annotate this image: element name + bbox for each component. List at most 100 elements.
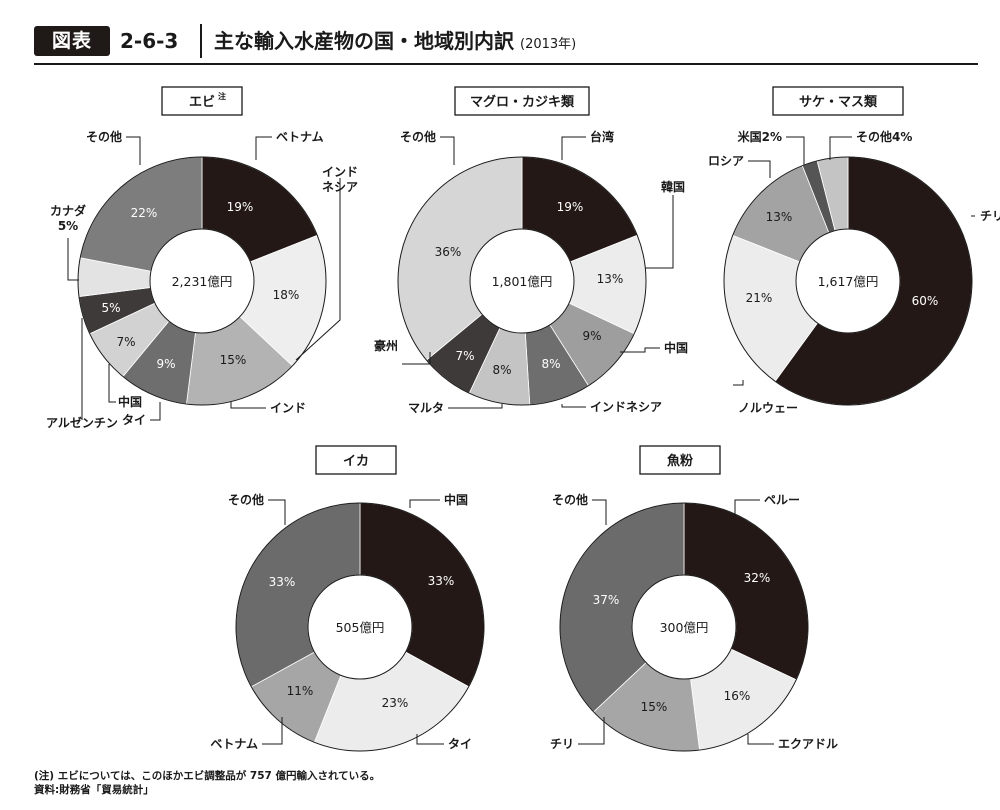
figure-year: (2013年) (520, 37, 577, 52)
value-label: 19% (557, 200, 584, 214)
chart-title-box (454, 86, 590, 116)
chart-title-box (772, 86, 904, 116)
category-label-line: タイ (448, 737, 472, 751)
category-label-line: カナダ (50, 203, 86, 218)
category-label: カナダ 5% (50, 203, 86, 233)
leader-line (295, 178, 341, 361)
category-label: タイ (448, 737, 472, 751)
leader-line (440, 136, 455, 165)
category-label-line: その他 (86, 129, 122, 144)
header-rule (34, 63, 978, 65)
category-label: インドネシア (322, 165, 358, 194)
category-label: ノルウェー (738, 401, 798, 415)
category-label: マルタ (408, 401, 444, 415)
category-label-line: 中国 (664, 340, 688, 355)
leader-line (620, 347, 660, 353)
center-total: 300億円 (660, 620, 709, 635)
center-total: 505億円 (336, 620, 385, 635)
leader-line (67, 238, 79, 281)
chart-title: サケ・マス類 (799, 95, 878, 110)
leader-line (734, 499, 760, 516)
category-label-line: ベトナム (210, 737, 258, 751)
leader-line (786, 136, 805, 165)
category-label: 韓国 (661, 179, 685, 194)
value-label: 22% (131, 206, 158, 220)
leader-line (126, 136, 141, 165)
category-label-line: チリ (980, 209, 1000, 223)
category-label-line: その他4% (856, 129, 912, 144)
leader-line (255, 136, 272, 160)
category-label: 中国 (118, 394, 142, 409)
donut-hole (149, 228, 255, 334)
leader-line (402, 352, 431, 365)
value-label: 15% (220, 353, 247, 367)
category-label-line: その他 (400, 129, 436, 144)
value-label: 33% (428, 574, 455, 588)
value-label: 7% (116, 335, 135, 349)
leader-line (409, 499, 440, 508)
value-label: 13% (766, 210, 793, 224)
leader-line (108, 364, 116, 403)
category-label-line: マルタ (408, 401, 444, 415)
chart-title: 魚粉 (667, 453, 693, 469)
footnote-note: (注) エビについては、このほかエビ調整品が 757 億円輸入されている。 (34, 770, 381, 782)
chart-title: エビ (189, 94, 215, 110)
leader-line (561, 404, 586, 408)
value-label: 9% (582, 329, 601, 343)
value-label: 8% (541, 357, 560, 371)
value-label: 37% (593, 593, 620, 607)
leader-line (268, 499, 286, 525)
value-label: 9% (156, 357, 175, 371)
leader-line (578, 717, 605, 745)
figure-number: 2-6-3 (120, 29, 179, 53)
category-label: その他 (400, 129, 436, 144)
category-label-line: インド (322, 165, 358, 179)
value-label: 15% (641, 700, 668, 714)
category-label-line: チリ (550, 737, 574, 751)
category-label-line: ベトナム (276, 130, 324, 144)
chart-title-note: 注 (218, 91, 226, 101)
figure-title-text: 主な輸入水産物の国・地域別内訳 (214, 29, 514, 53)
value-label: 19% (227, 200, 254, 214)
value-label: 8% (492, 363, 511, 377)
category-label-line: インドネシア (590, 400, 662, 414)
chart-title: マグロ・カジキ類 (470, 94, 575, 110)
value-label: 32% (744, 571, 771, 585)
value-label: 7% (455, 349, 474, 363)
value-label: 23% (382, 696, 409, 710)
category-label-line: 中国 (118, 394, 142, 409)
category-label: ロシア (708, 154, 744, 168)
chart-title-box (315, 445, 397, 475)
value-label: 16% (724, 689, 751, 703)
category-label-line: 5% (58, 219, 78, 233)
center-total: 1,801億円 (492, 274, 553, 289)
category-label-line: ロシア (708, 154, 744, 168)
footnotes: (注) エビについては、このほかエビ調整品が 757 億円輸入されている。 資料… (34, 769, 380, 797)
category-label: インド (270, 401, 306, 415)
chart-title: イカ (343, 454, 369, 469)
category-label: その他 (228, 492, 264, 507)
leader-line (262, 717, 283, 745)
leader-line (561, 136, 586, 160)
donut-outline (723, 156, 973, 406)
category-label: ベトナム (210, 737, 258, 751)
category-label-line: アルゼンチン (46, 415, 118, 430)
donut-hole (469, 228, 575, 334)
category-label: その他4% (856, 129, 912, 144)
category-label: 中国 (444, 492, 468, 507)
category-label-line: その他 (228, 492, 264, 507)
category-label-line: ペルー (764, 493, 800, 507)
category-label: ペルー (764, 493, 800, 507)
figure-badge: 図表 (34, 26, 110, 56)
value-label: 18% (273, 288, 300, 302)
category-label-line: インド (270, 401, 306, 415)
header-divider (200, 24, 202, 58)
value-label: 11% (287, 684, 314, 698)
category-label: その他 (552, 492, 588, 507)
value-label: 13% (597, 272, 624, 286)
leader-line (829, 136, 852, 160)
leader-line (733, 380, 744, 386)
